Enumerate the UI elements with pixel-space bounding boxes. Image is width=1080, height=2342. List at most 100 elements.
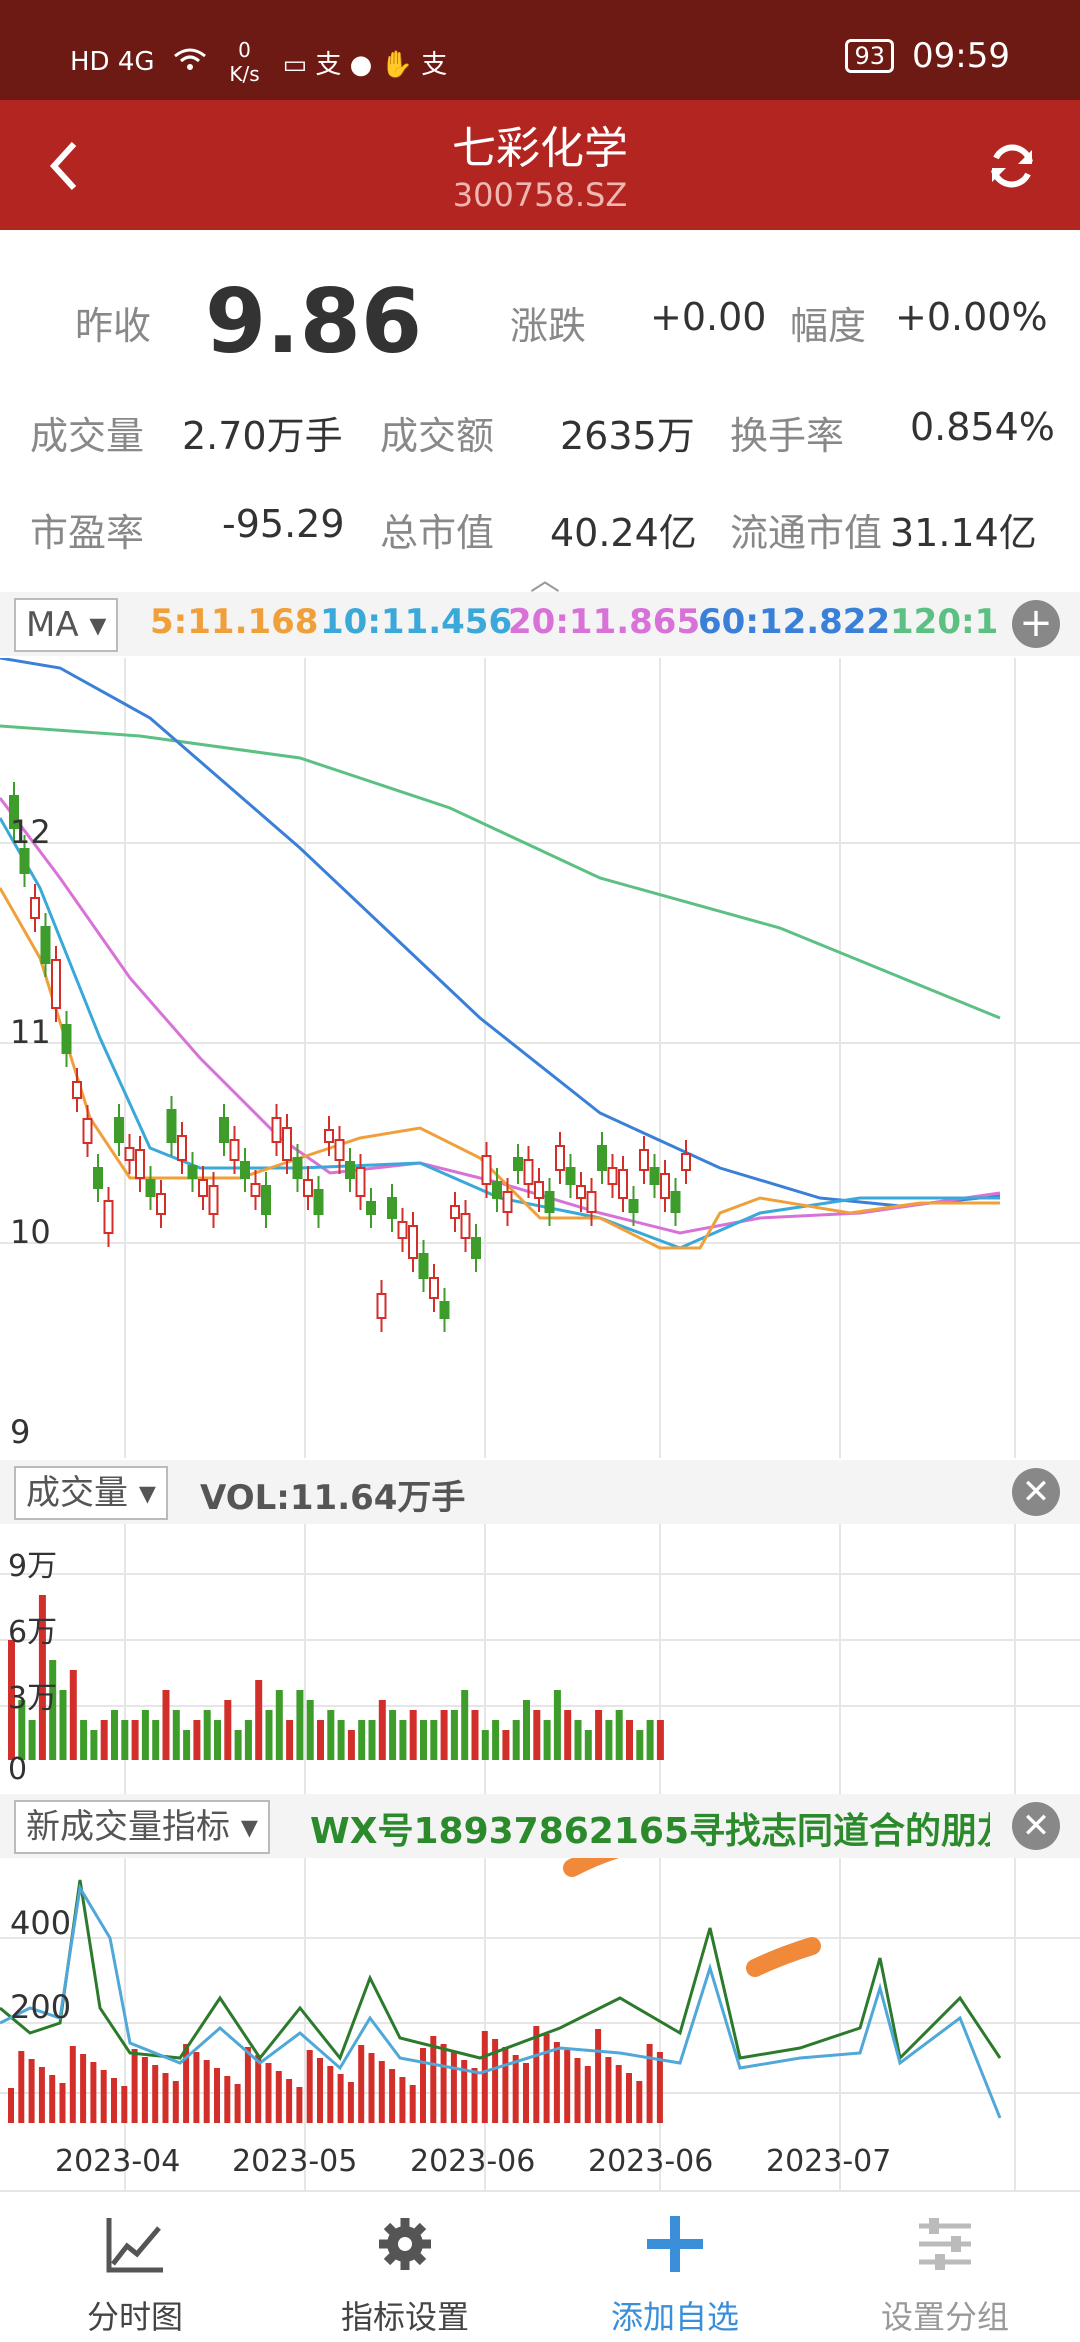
battery-icon: 93 [845,39,895,73]
nav-group-settings[interactable]: 设置分组 [810,2192,1080,2342]
custom-indicator-bar: 新成交量指标 ▾ WX号18937862165寻找志同道合的朋友:5 ✕ [0,1794,1080,1858]
volume-bar [337,1720,345,1760]
volume-bar [327,1710,335,1760]
candle-body [450,1205,460,1219]
indicator-bar [111,2078,117,2123]
indicator-bar [203,2060,210,2123]
volume-bar [399,1720,407,1760]
indicator-bar [234,2084,241,2123]
volume-bar [90,1730,98,1760]
volume-indicator-bar: 成交量 ▾ VOL:11.64万手 ✕ [0,1460,1080,1524]
volume-bar [440,1710,448,1760]
volume-selector[interactable]: 成交量 ▾ [14,1466,168,1520]
indicator-chart[interactable]: 400 200 2023-04 2023-05 2023-06 2023-06 … [0,1858,1080,2190]
close-icon[interactable]: ✕ [1012,1802,1060,1850]
volume-bar [121,1720,129,1760]
nav-label: 添加自选 [610,2298,739,2336]
volume-bar [224,1700,232,1760]
volume-selector-label: 成交量 [26,1473,128,1513]
indicator-bar [605,2057,612,2123]
mcap-value: 40.24亿 [550,511,697,555]
ma120-value: 120:1 [890,602,999,642]
candle-body [387,1197,397,1219]
volume-bar [656,1720,664,1760]
candle-body [303,1179,313,1197]
candle-body [156,1193,166,1215]
prev-close-value: 9.86 [205,270,423,373]
indicator-bar [430,2036,437,2123]
volume-bar [8,1640,15,1760]
volume-bar [523,1700,530,1760]
nav-add-watchlist[interactable]: 添加自选 [540,2192,810,2342]
notification-icons: ▭ 支 ● ✋ 支 [282,49,448,80]
x-label-3: 2023-06 [410,2144,535,2179]
indicator-bar [399,2077,406,2123]
nav-intraday[interactable]: 分时图 [0,2192,270,2342]
volume-bar [38,1595,46,1760]
volume-bar [100,1720,108,1760]
nav-indicator-settings[interactable]: 指标设置 [270,2192,540,2342]
status-left: HD 4G 0 K/s ▭ 支 ● ✋ 支 [70,38,447,86]
indicator-bar [409,2085,416,2123]
volume-bar [584,1730,592,1760]
volume-bar [193,1720,201,1760]
volume-chart[interactable]: 9万 6万 3万 0 [0,1524,1080,1794]
candle-body [9,795,19,829]
ind-axis-400: 400 [10,1904,71,1942]
indicator-bar [378,2061,385,2123]
amount-label: 成交额 [380,414,495,458]
x-label-1: 2023-04 [55,2144,180,2179]
refresh-icon[interactable] [984,138,1040,194]
candle-body [439,1301,450,1319]
ma-selector[interactable]: MA ▾ [14,598,119,652]
candle-body [628,1199,639,1213]
kline-chart[interactable]: 12 11 10 9 [0,658,1080,1458]
nav-label: 设置分组 [880,2298,1009,2336]
volume-bar [28,1720,36,1760]
candle-body [660,1173,670,1199]
indicator-bar [636,2081,643,2123]
volume-bar [409,1710,417,1760]
indicator-bar [347,2082,354,2123]
indicator-bar [368,2053,375,2123]
bottom-nav: 分时图 指标设置 添加自选 设置分组 [0,2190,1080,2342]
candle-body [324,1129,334,1143]
indicator-text: WX号18937862165寻找志同道合的朋友:5 [310,1811,990,1852]
volume-bar [265,1710,273,1760]
add-indicator-icon[interactable]: + [1012,600,1060,648]
volume-bar [80,1720,88,1760]
candle-body [103,1200,114,1234]
indicator-selector[interactable]: 新成交量指标 ▾ [14,1800,270,1854]
ma-line [0,724,1001,1020]
volume-bar [636,1730,644,1760]
indicator-bar [306,2050,313,2123]
candle-body [544,1191,555,1213]
indicator-bar [502,2047,509,2123]
candle-body [513,1157,523,1171]
amount-value: 2635万 [560,414,695,458]
candle-body [366,1201,376,1215]
volume-bar [481,1730,489,1760]
indicator-bar [162,2073,169,2123]
dropdown-icon: ▾ [240,1807,258,1847]
indicator-lines [0,1879,1002,2119]
candle-body [471,1237,481,1259]
dropdown-icon: ▾ [138,1473,156,1513]
back-icon[interactable] [40,136,90,196]
volume-bar [69,1670,77,1760]
indicator-bar [296,2087,303,2123]
candle-body [670,1191,681,1213]
ma60-value: 60:12.822 [698,602,891,642]
volume-bar [172,1710,180,1760]
candle-body [177,1135,187,1161]
indicator-bar [214,2068,220,2123]
candle-body [345,1161,355,1179]
x-label-4: 2023-06 [588,2144,713,2179]
volume-bar [564,1710,572,1760]
candle-body [618,1169,628,1199]
clock: 09:59 [912,36,1010,76]
volume-bars [8,1595,664,1760]
close-icon[interactable]: ✕ [1012,1468,1060,1516]
candle-body [418,1253,429,1279]
candle-body [681,1153,691,1171]
